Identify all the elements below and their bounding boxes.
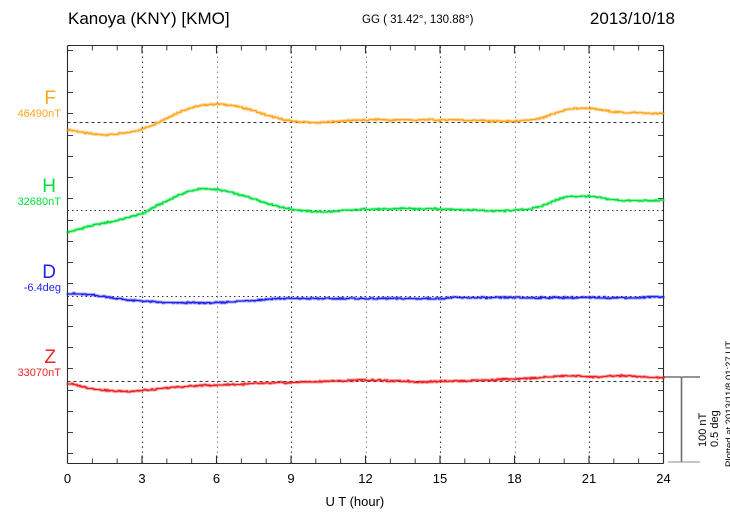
x-axis-title: U T (hour) [325, 493, 385, 509]
scale-bar-label-nt: 100 nT [697, 412, 709, 447]
vertical-gridlines [141, 46, 591, 463]
x-tick-label: 6 [212, 470, 221, 486]
x-tick-label: 24 [656, 470, 671, 486]
component-value-z: 33070nT [17, 367, 61, 379]
y-axis-ticks [67, 50, 664, 454]
component-value-f: 46490nT [17, 108, 61, 120]
scale-bar-label-deg: 0.5 deg [709, 410, 721, 447]
component-value-d: -6.4deg [23, 282, 61, 294]
observation-date: 2013/10/18 [589, 9, 675, 28]
data-traces [65, 101, 666, 394]
x-tick-label: 15 [432, 470, 448, 486]
component-label-h: H [42, 176, 56, 197]
component-value-h: 32680nT [17, 196, 61, 208]
x-tick-label: 21 [581, 470, 597, 486]
geographic-coordinates: GG ( 31.42°, 130.88°) [362, 14, 474, 26]
x-tick-label: 12 [358, 470, 373, 486]
plotted-at-timestamp: Plotted at 2013/11/8 01:27 UT [724, 340, 730, 467]
baseline-gridlines [67, 121, 664, 383]
component-label-d: D [42, 262, 56, 283]
component-label-z: Z [44, 347, 56, 368]
x-tick-label: 9 [287, 470, 295, 486]
x-tick-label: 18 [507, 470, 522, 486]
station-title: Kanoya (KNY) [KMO] [68, 9, 230, 28]
x-tick-label: 3 [138, 470, 146, 486]
scale-bar [663, 376, 700, 463]
x-tick-label: 0 [63, 470, 72, 486]
component-label-f: F [44, 88, 56, 109]
